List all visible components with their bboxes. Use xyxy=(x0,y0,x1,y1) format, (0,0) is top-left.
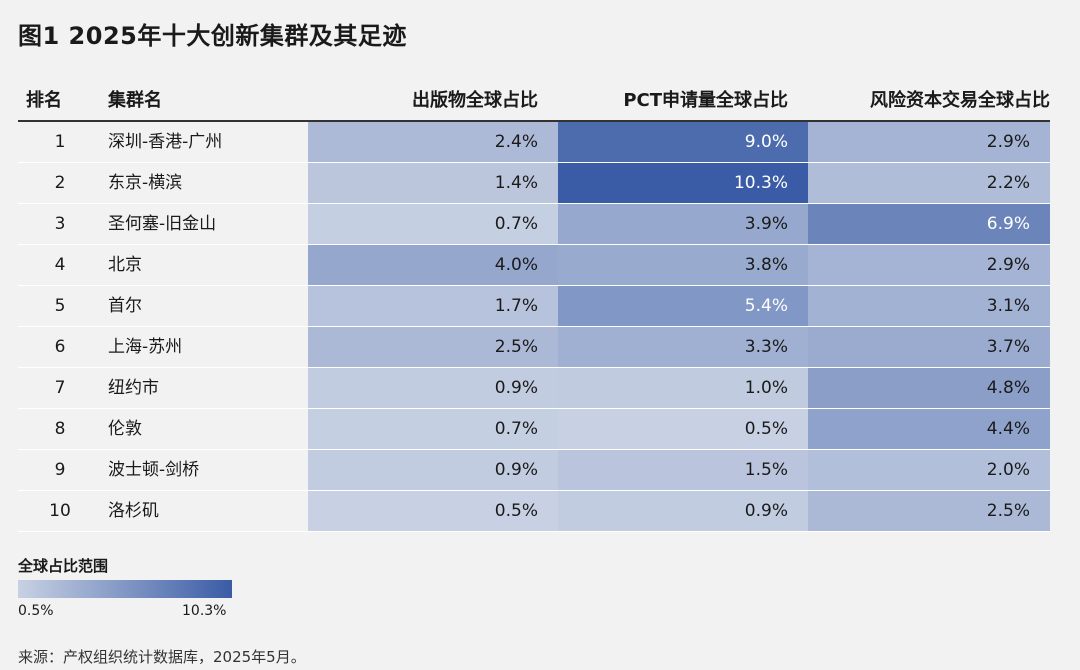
header-venture-capital: 风险资本交易全球占比 xyxy=(870,90,1050,111)
value-cell: 4.8% xyxy=(808,368,1050,408)
value-cell: 0.5% xyxy=(558,409,808,449)
value-cell: 2.2% xyxy=(808,163,1050,203)
chart-title: 图1 2025年十大创新集群及其足迹 xyxy=(18,22,407,50)
cluster-name-cell: 洛杉矶 xyxy=(108,501,159,521)
value-cell: 0.5% xyxy=(308,491,558,531)
rank-cell: 5 xyxy=(54,296,66,316)
value-cell: 6.9% xyxy=(808,204,1050,244)
value-cell: 4.0% xyxy=(308,245,558,285)
value-cell: 10.3% xyxy=(558,163,808,203)
table-row: 7 纽约市 0.9% 1.0% 4.8% xyxy=(18,368,1050,409)
table-header: 排名 集群名 出版物全球占比 PCT申请量全球占比 风险资本交易全球占比 xyxy=(18,80,1050,122)
value-cell: 2.4% xyxy=(308,122,558,162)
cluster-name-cell: 首尔 xyxy=(108,296,142,316)
header-cluster-name: 集群名 xyxy=(108,90,162,111)
cluster-name-cell: 东京-横滨 xyxy=(108,173,183,193)
value-cell: 0.7% xyxy=(308,204,558,244)
cluster-name-cell: 纽约市 xyxy=(108,378,159,398)
rank-cell: 9 xyxy=(54,460,66,480)
table-row: 5 首尔 1.7% 5.4% 3.1% xyxy=(18,286,1050,327)
value-cell: 1.0% xyxy=(558,368,808,408)
rank-cell: 4 xyxy=(54,255,66,275)
legend-min-label: 0.5% xyxy=(18,603,54,619)
table-body: 1 深圳-香港-广州 2.4% 9.0% 2.9% 2 东京-横滨 1.4% 10.3% 2.2%… xyxy=(18,122,1050,532)
value-cell: 1.4% xyxy=(308,163,558,203)
value-cell: 3.9% xyxy=(558,204,808,244)
value-cell: 1.7% xyxy=(308,286,558,326)
value-cell: 0.9% xyxy=(308,368,558,408)
table-row: 8 伦敦 0.7% 0.5% 4.4% xyxy=(18,409,1050,450)
cluster-name-cell: 上海-苏州 xyxy=(108,337,183,357)
legend-title: 全球占比范围 xyxy=(18,557,109,575)
table-row: 4 北京 4.0% 3.8% 2.9% xyxy=(18,245,1050,286)
value-cell: 2.9% xyxy=(808,122,1050,162)
legend-max-label: 10.3% xyxy=(182,603,227,619)
table-row: 3 圣何塞-旧金山 0.7% 3.9% 6.9% xyxy=(18,204,1050,245)
value-cell: 3.8% xyxy=(558,245,808,285)
value-cell: 3.7% xyxy=(808,327,1050,367)
rank-cell: 7 xyxy=(54,378,66,398)
rank-cell: 1 xyxy=(54,132,66,152)
value-cell: 2.5% xyxy=(808,491,1050,531)
legend-gradient-bar xyxy=(18,580,232,598)
value-cell: 2.5% xyxy=(308,327,558,367)
rank-cell: 3 xyxy=(54,214,66,234)
value-cell: 3.3% xyxy=(558,327,808,367)
header-rank: 排名 xyxy=(26,90,62,111)
source-note: 来源：产权组织统计数据库，2025年5月。 xyxy=(18,648,306,666)
cluster-name-cell: 圣何塞-旧金山 xyxy=(108,214,217,234)
data-table: 排名 集群名 出版物全球占比 PCT申请量全球占比 风险资本交易全球占比 1 深圳… xyxy=(18,80,1050,532)
table-row: 1 深圳-香港-广州 2.4% 9.0% 2.9% xyxy=(18,122,1050,163)
rank-cell: 6 xyxy=(54,337,66,357)
value-cell: 4.4% xyxy=(808,409,1050,449)
rank-cell: 8 xyxy=(54,419,66,439)
value-cell: 2.0% xyxy=(808,450,1050,490)
rank-cell: 10 xyxy=(49,501,71,521)
value-cell: 0.9% xyxy=(558,491,808,531)
value-cell: 0.7% xyxy=(308,409,558,449)
value-cell: 3.1% xyxy=(808,286,1050,326)
value-cell: 2.9% xyxy=(808,245,1050,285)
value-cell: 0.9% xyxy=(308,450,558,490)
header-pct: PCT申请量全球占比 xyxy=(623,90,788,111)
header-publications: 出版物全球占比 xyxy=(412,90,538,111)
table-row: 6 上海-苏州 2.5% 3.3% 3.7% xyxy=(18,327,1050,368)
table-row: 2 东京-横滨 1.4% 10.3% 2.2% xyxy=(18,163,1050,204)
cluster-name-cell: 伦敦 xyxy=(108,419,142,439)
table-row: 9 波士顿-剑桥 0.9% 1.5% 2.0% xyxy=(18,450,1050,491)
table-row: 10 洛杉矶 0.5% 0.9% 2.5% xyxy=(18,491,1050,532)
cluster-name-cell: 波士顿-剑桥 xyxy=(108,460,200,480)
value-cell: 1.5% xyxy=(558,450,808,490)
value-cell: 9.0% xyxy=(558,122,808,162)
cluster-name-cell: 北京 xyxy=(108,255,142,275)
value-cell: 5.4% xyxy=(558,286,808,326)
cluster-name-cell: 深圳-香港-广州 xyxy=(108,132,223,152)
rank-cell: 2 xyxy=(54,173,66,193)
